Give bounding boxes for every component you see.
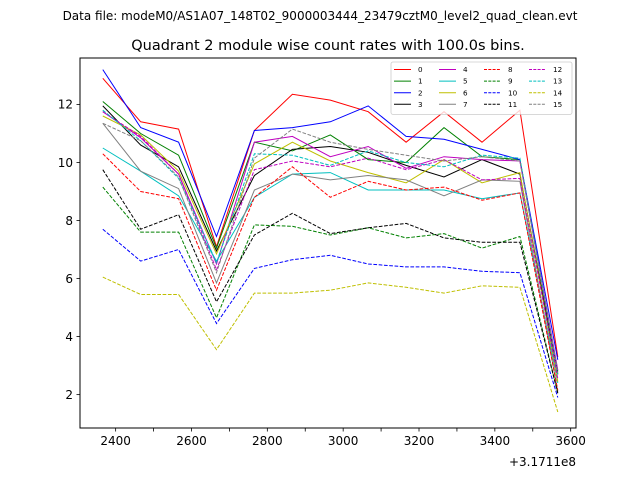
- legend-label-9: 9: [508, 77, 513, 86]
- series-line-14: [102, 276, 559, 413]
- x-axis: 2400 2600 2800 3000 3200 3400 3600: [100, 428, 586, 448]
- series-line-11: [102, 169, 559, 394]
- series-line-2: [102, 69, 559, 360]
- series-layer: [102, 69, 559, 413]
- series-line-12: [102, 111, 559, 379]
- x-tick-label: 2800: [252, 434, 283, 448]
- legend-label-11: 11: [508, 100, 517, 109]
- legend-label-7: 7: [463, 100, 468, 109]
- axes-border: [79, 57, 577, 429]
- y-tick-label: 8: [65, 214, 73, 228]
- x-tick-label: 3200: [404, 434, 435, 448]
- legend-label-8: 8: [508, 65, 513, 74]
- legend-label-13: 13: [553, 77, 562, 86]
- y-tick-label: 2: [65, 388, 73, 402]
- legend-label-1: 1: [418, 77, 423, 86]
- axes-frame: [80, 58, 576, 428]
- x-axis-offset-label: +3.1711e8: [509, 455, 576, 469]
- plot-area: [79, 57, 577, 429]
- legend-label-6: 6: [463, 88, 468, 97]
- series-line-0: [102, 77, 559, 357]
- x-tick-label: 3600: [555, 434, 586, 448]
- y-tick-label: 4: [65, 330, 73, 344]
- figure-suptitle: Data file: modeM0/AS1A07_148T02_90000034…: [63, 9, 578, 23]
- series-line-9: [102, 186, 559, 394]
- legend-label-15: 15: [553, 100, 562, 109]
- legend-label-14: 14: [553, 88, 563, 97]
- legend-frame: [390, 61, 573, 115]
- y-tick-label: 12: [58, 98, 73, 112]
- x-tick-label: 3000: [328, 434, 359, 448]
- x-tick-label: 2400: [100, 434, 131, 448]
- series-line-15: [102, 122, 559, 373]
- chart-title: Quadrant 2 module wise count rates with …: [131, 38, 525, 54]
- legend-label-3: 3: [418, 100, 423, 109]
- legend-label-2: 2: [418, 88, 423, 97]
- x-tick-label: 3400: [480, 434, 511, 448]
- series-line-8: [102, 153, 559, 391]
- y-tick-label: 10: [58, 156, 73, 170]
- legend-label-4: 4: [463, 65, 468, 74]
- series-line-13: [102, 109, 559, 375]
- series-line-10: [102, 228, 559, 398]
- y-axis: 2 4 6 8 10 12: [58, 98, 80, 402]
- legend-label-10: 10: [508, 88, 518, 97]
- y-tick-label: 6: [65, 272, 73, 286]
- series-line-6: [102, 115, 559, 382]
- legend-label-0: 0: [418, 65, 423, 74]
- legend-label-5: 5: [463, 77, 468, 86]
- series-line-5: [102, 147, 559, 384]
- x-tick-label: 2600: [176, 434, 207, 448]
- legend-label-12: 12: [553, 65, 562, 74]
